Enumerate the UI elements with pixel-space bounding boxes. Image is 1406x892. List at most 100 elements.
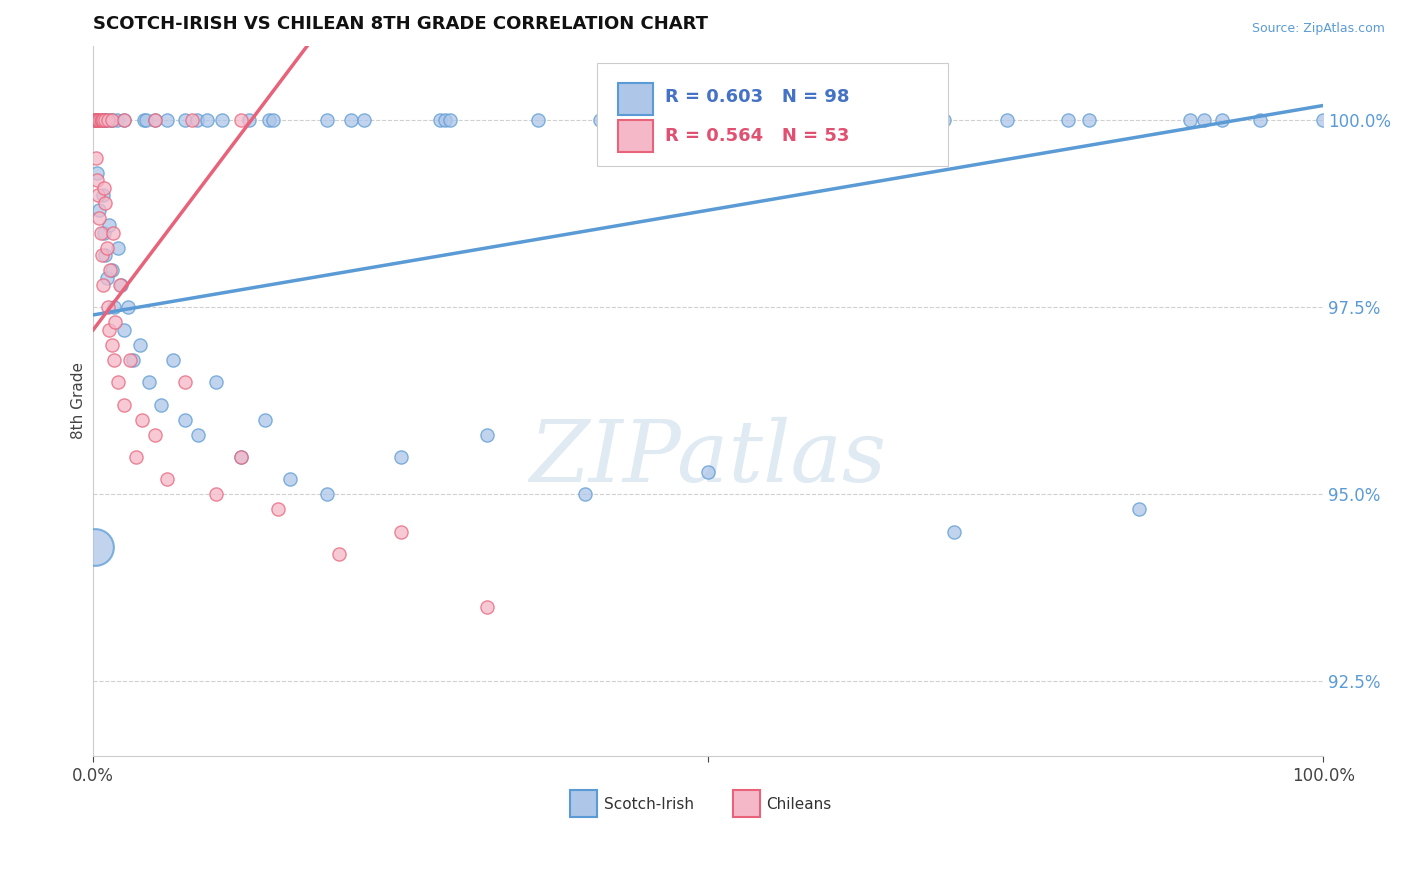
Point — [86, 113, 108, 128]
Point — [156, 473, 179, 487]
Point — [588, 113, 610, 128]
Point — [89, 203, 111, 218]
Point — [932, 113, 955, 128]
Point — [94, 195, 117, 210]
Point — [83, 113, 105, 128]
Point — [229, 113, 252, 128]
Text: Scotch-Irish: Scotch-Irish — [603, 797, 693, 812]
Point — [121, 352, 143, 367]
Point — [84, 113, 107, 128]
Point — [340, 113, 363, 128]
Point — [91, 278, 114, 293]
Point — [353, 113, 375, 128]
Point — [103, 301, 125, 315]
Point — [91, 113, 114, 128]
Point — [429, 113, 451, 128]
Point — [104, 315, 127, 329]
Point — [1249, 113, 1271, 128]
Point — [87, 188, 110, 202]
Point — [90, 226, 112, 240]
Point — [134, 113, 156, 128]
Point — [112, 113, 135, 128]
Point — [254, 412, 277, 426]
Point — [149, 398, 172, 412]
Point — [100, 113, 122, 128]
Point — [623, 113, 645, 128]
Point — [156, 113, 179, 128]
Point — [90, 248, 112, 262]
FancyBboxPatch shape — [598, 63, 948, 167]
Point — [278, 473, 301, 487]
FancyBboxPatch shape — [619, 120, 652, 153]
Point — [439, 113, 461, 128]
Point — [93, 113, 115, 128]
Point — [94, 248, 117, 262]
Point — [91, 188, 114, 202]
Point — [112, 113, 135, 128]
Point — [162, 352, 184, 367]
Point — [100, 263, 122, 277]
Point — [100, 263, 122, 277]
Point — [100, 113, 122, 128]
Point — [101, 113, 124, 128]
Point — [316, 113, 339, 128]
Point — [644, 113, 666, 128]
Point — [143, 113, 166, 128]
Point — [93, 181, 115, 195]
Point — [135, 113, 157, 128]
Point — [112, 398, 135, 412]
Point — [125, 450, 148, 464]
Point — [93, 226, 115, 240]
Point — [1056, 113, 1078, 128]
Text: SCOTCH-IRISH VS CHILEAN 8TH GRADE CORRELATION CHART: SCOTCH-IRISH VS CHILEAN 8TH GRADE CORREL… — [93, 15, 709, 33]
Point — [103, 352, 125, 367]
Point — [574, 487, 596, 501]
Point — [1211, 113, 1233, 128]
FancyBboxPatch shape — [619, 83, 652, 114]
Point — [84, 540, 107, 554]
Point — [117, 301, 139, 315]
Point — [328, 547, 350, 561]
Point — [475, 427, 498, 442]
Point — [697, 113, 720, 128]
Point — [96, 113, 118, 128]
Point — [129, 338, 152, 352]
Point — [1128, 502, 1150, 516]
Point — [98, 218, 121, 232]
Point — [86, 173, 108, 187]
Point — [315, 487, 337, 501]
Text: ZIPatlas: ZIPatlas — [530, 417, 887, 500]
Point — [180, 113, 202, 128]
Point — [389, 524, 412, 539]
Point — [143, 427, 166, 442]
Point — [262, 113, 284, 128]
Point — [475, 599, 498, 614]
Text: Chileans: Chileans — [766, 797, 831, 812]
Point — [90, 113, 112, 128]
Point — [229, 450, 252, 464]
FancyBboxPatch shape — [571, 789, 598, 816]
Point — [205, 376, 228, 390]
Point — [434, 113, 457, 128]
Point — [195, 113, 218, 128]
Point — [84, 151, 107, 165]
Point — [633, 113, 655, 128]
Point — [174, 376, 197, 390]
Point — [107, 376, 129, 390]
Point — [138, 376, 160, 390]
Point — [205, 487, 228, 501]
Point — [131, 412, 153, 426]
Text: Source: ZipAtlas.com: Source: ZipAtlas.com — [1251, 22, 1385, 36]
Point — [89, 211, 111, 225]
Point — [110, 278, 132, 293]
Point — [143, 113, 166, 128]
Point — [173, 113, 195, 128]
Point — [110, 278, 132, 293]
Text: R = 0.603   N = 98: R = 0.603 N = 98 — [665, 87, 849, 106]
Point — [728, 113, 751, 128]
Point — [100, 338, 122, 352]
Point — [96, 241, 118, 255]
Point — [697, 465, 720, 479]
Point — [389, 450, 412, 464]
Point — [526, 113, 548, 128]
